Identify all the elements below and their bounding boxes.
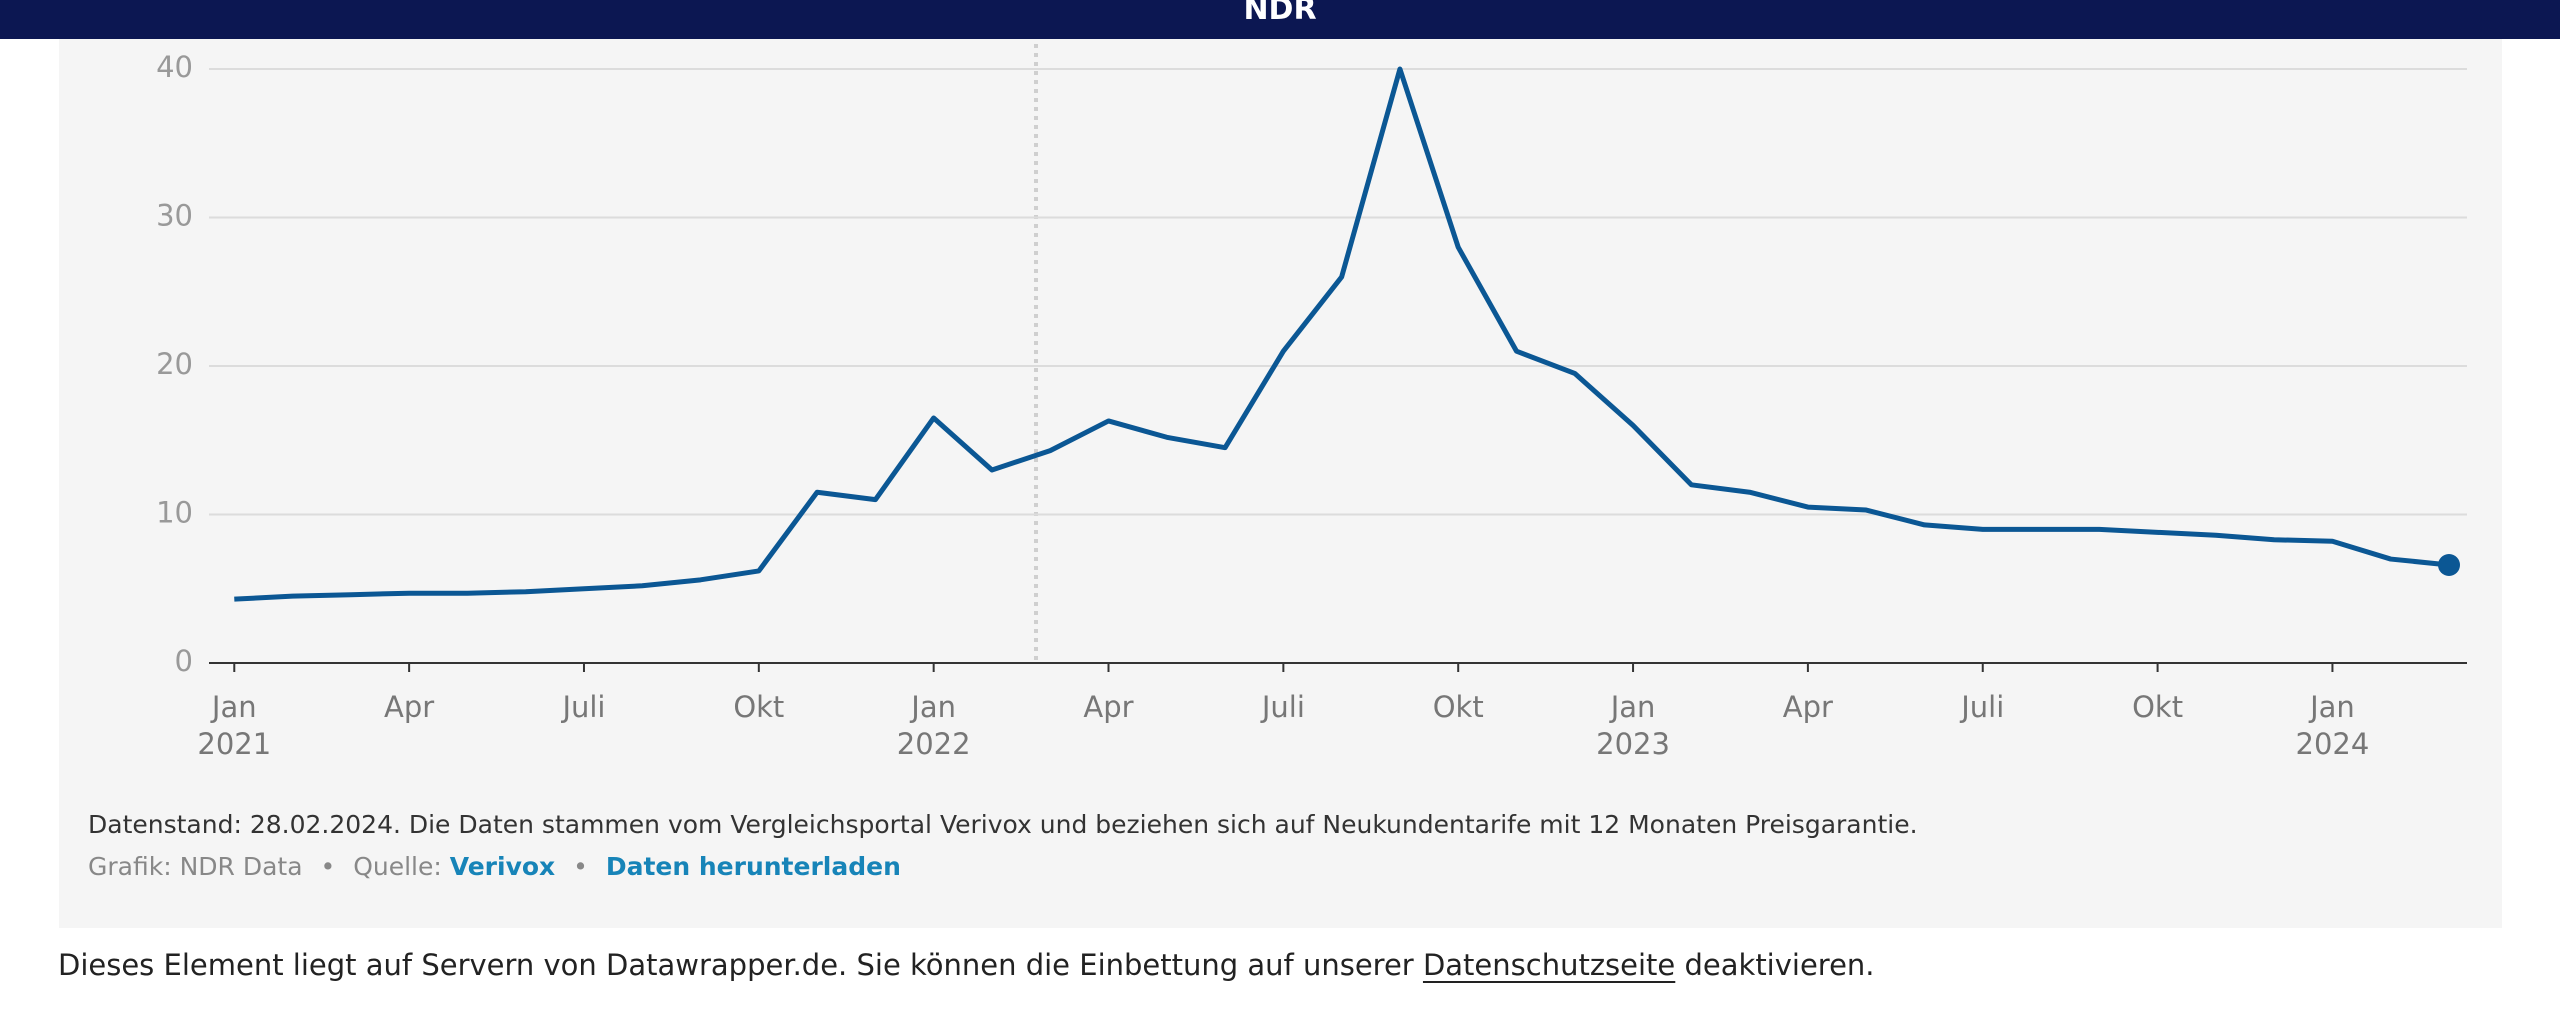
y-tick-label: 30 [156, 199, 193, 233]
x-tick-year: 2021 [197, 727, 271, 761]
separator: • [320, 852, 336, 881]
y-tick-label: 0 [175, 644, 193, 678]
y-tick-label: 40 [156, 50, 193, 84]
y-tick-label: 20 [156, 347, 193, 381]
credits: Grafik: NDR Data • Quelle: Verivox • Dat… [88, 852, 901, 881]
x-tick-year: 2022 [897, 727, 971, 761]
y-tick-label: 10 [156, 496, 193, 530]
x-tick-label: Juli [560, 690, 605, 724]
download-link[interactable]: Daten herunterladen [605, 852, 901, 881]
privacy-text: Dieses Element liegt auf Servern von Dat… [58, 948, 1414, 982]
x-tick-label: Apr [384, 690, 434, 724]
line [234, 66, 2450, 602]
x-tick-label: Jan [1609, 690, 1656, 724]
x-tick-year: 2024 [2296, 727, 2370, 761]
x-tick-year: 2023 [1596, 727, 1670, 761]
x-tick-label: Okt [733, 690, 784, 724]
note: Datenstand: 28.02.2024. Die Daten stamme… [88, 810, 1918, 839]
x-tick-label: Jan [2308, 690, 2355, 724]
x-tick-label: Juli [1260, 690, 1305, 724]
x-tick-label: Okt [1433, 690, 1484, 724]
source-link[interactable]: Verivox [449, 852, 556, 881]
x-tick-label: Jan [210, 690, 257, 724]
credit: Grafik: NDR Data [88, 852, 303, 881]
x-tick-label: Okt [2132, 690, 2183, 724]
privacy-note: Dieses Element liegt auf Servern von Dat… [58, 948, 1875, 982]
chart-panel [59, 39, 2502, 928]
source-label: Quelle: [353, 852, 442, 881]
privacy-text: deaktivieren. [1684, 948, 1875, 982]
separator: • [573, 852, 588, 881]
privacy-link[interactable]: Datenschutzseite [1422, 948, 1676, 982]
x-tick-label: Apr [1783, 690, 1833, 724]
end-dot [2438, 553, 2460, 576]
header: NDR [0, 0, 2560, 39]
x-tick-label: Juli [1959, 690, 2004, 724]
x-tick-label: Apr [1083, 690, 1133, 724]
x-tick-label: Jan [909, 690, 956, 724]
